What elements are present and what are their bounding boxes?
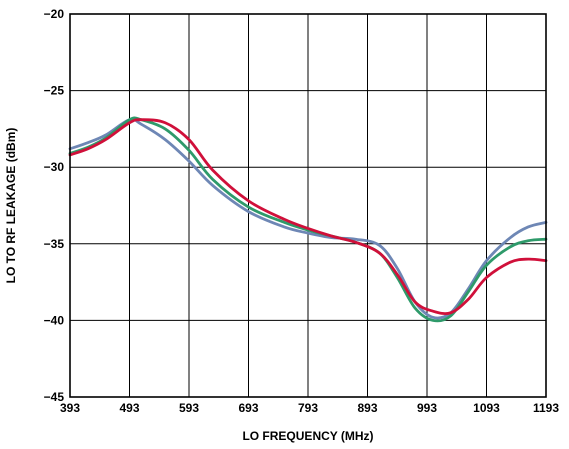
grid-lines — [70, 14, 546, 397]
series-line-1 — [68, 117, 548, 320]
x-tick-label: 493 — [119, 401, 139, 415]
x-tick-label: 893 — [357, 401, 377, 415]
plot-frame — [69, 13, 547, 398]
x-axis-ticks: 393 493 593 693 793 893 993 1093 1193 — [60, 401, 559, 415]
y-tick-label: −45 — [44, 390, 65, 404]
series-layer — [68, 116, 548, 323]
x-tick-label: 593 — [179, 401, 199, 415]
x-tick-label: 393 — [60, 401, 80, 415]
x-tick-label: 1093 — [473, 401, 500, 415]
x-tick-label: 993 — [417, 401, 437, 415]
x-tick-label: 693 — [238, 401, 258, 415]
y-axis-ticks: −20 −25 −30 −35 −40 −45 — [44, 7, 65, 404]
y-axis-label: LO TO RF LEAKAGE (dBm) — [4, 128, 18, 284]
x-tick-label: 1193 — [533, 401, 559, 415]
x-tick-label: 793 — [298, 401, 318, 415]
y-tick-label: −20 — [44, 7, 65, 21]
y-tick-label: −25 — [44, 84, 65, 98]
x-axis-label: LO FREQUENCY (MHz) — [242, 429, 373, 443]
y-tick-label: −35 — [44, 237, 65, 251]
y-tick-label: −40 — [44, 313, 65, 327]
series-line-3 — [68, 118, 548, 316]
y-tick-label: −30 — [44, 160, 65, 174]
